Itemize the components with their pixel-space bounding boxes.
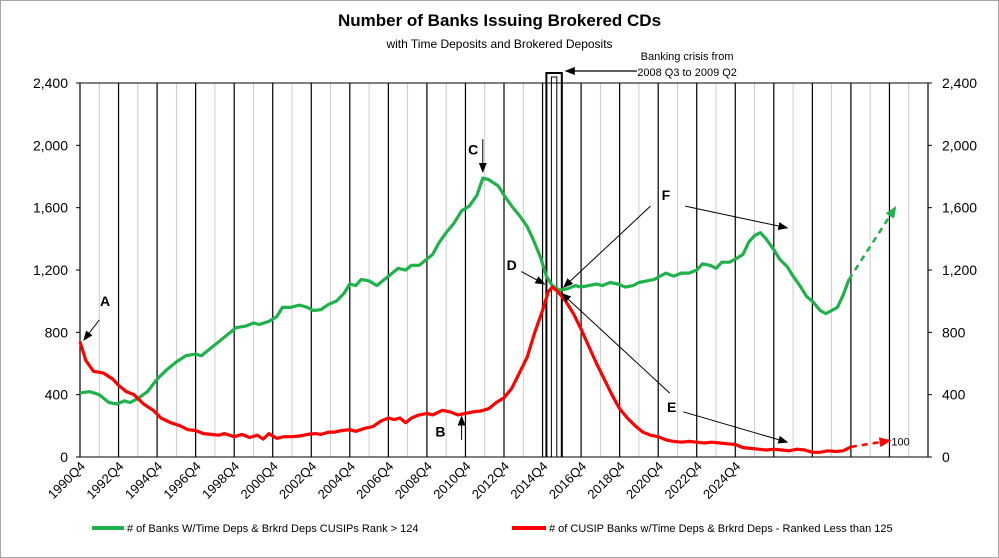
x-tick-label: 2012Q4	[469, 459, 512, 502]
crisis-note-line: Banking crisis from	[641, 51, 734, 63]
crisis-note-line: 2008 Q3 to 2009 Q2	[637, 67, 737, 79]
x-tick-label: 2014Q4	[507, 459, 550, 502]
y-tick-label-left: 800	[45, 324, 69, 340]
y-tick-label-right: 0	[942, 449, 950, 465]
series-green-line	[79, 176, 851, 406]
annotation-arrow	[83, 319, 100, 341]
annotation-label: B	[435, 424, 445, 440]
axes: 0 0 400 400 800 800 1,200 1,200 1,600 1,600 2,000 2…	[33, 75, 977, 502]
x-tick-label: 1992Q4	[83, 459, 126, 502]
x-tick-label: 2010Q4	[430, 459, 473, 502]
grid-lines	[79, 83, 929, 457]
x-tick-label: 2004Q4	[315, 459, 358, 502]
annotation-arrow	[683, 411, 789, 444]
series-green-projection	[847, 205, 897, 281]
y-tick-label-right: 800	[942, 324, 966, 340]
y-tick-label-left: 0	[60, 449, 68, 465]
chart-title: Number of Banks Issuing Brokered CDs	[337, 11, 662, 30]
projection-label: 100	[891, 436, 909, 448]
y-tick-label-left: 2,000	[33, 137, 68, 153]
y-tick-label-left: 1,600	[33, 200, 68, 216]
x-tick-label: 2022Q4	[662, 459, 705, 502]
x-tick-label: 2006Q4	[353, 459, 396, 502]
y-tick-label-right: 400	[942, 387, 966, 403]
annotation-label: E	[667, 399, 676, 415]
x-tick-label: 2024Q4	[700, 459, 743, 502]
crisis-bracket	[545, 72, 563, 457]
series-red-line	[78, 285, 852, 454]
banking-crisis-marker: Banking crisis from 2008 Q3 to 2009 Q2	[545, 51, 737, 457]
annotation-label: A	[100, 293, 110, 309]
y-tick-label-right: 1,200	[942, 262, 977, 278]
x-tick-label: 1996Q4	[160, 459, 203, 502]
x-tick-label: 2016Q4	[546, 459, 589, 502]
x-tick-label: 1998Q4	[199, 459, 242, 502]
x-tick-label: 1990Q4	[45, 459, 88, 502]
y-tick-label-left: 2,400	[33, 75, 68, 91]
x-tick-label: 2018Q4	[584, 459, 627, 502]
y-tick-label-left: 400	[45, 387, 69, 403]
annotations: A B C D E F	[83, 139, 789, 444]
annotation-label: D	[507, 257, 517, 273]
annotation-arrow	[561, 292, 671, 394]
annotation-label: C	[468, 142, 478, 158]
chart-subtitle: with Time Deposits and Brokered Deposits	[386, 37, 613, 51]
annotation-arrow	[521, 271, 546, 285]
series-lines: 100	[78, 176, 910, 454]
annotation-arrow	[685, 205, 789, 230]
legend-label-green: # of Banks W/Time Deps & Brkrd Deps CUSI…	[127, 523, 419, 535]
legend-label-red: # of CUSIP Banks w/Time Deps & Brkrd Dep…	[549, 523, 893, 535]
y-tick-label-left: 1,200	[33, 262, 68, 278]
x-tick-label: 2002Q4	[276, 459, 319, 502]
annotation-label: F	[662, 187, 671, 203]
x-tick-label: 2000Q4	[238, 459, 281, 502]
legend: # of Banks W/Time Deps & Brkrd Deps CUSI…	[92, 523, 893, 535]
y-tick-label-right: 1,600	[942, 200, 977, 216]
x-tick-label: 1994Q4	[122, 459, 165, 502]
y-tick-label-right: 2,000	[942, 137, 977, 153]
x-tick-label: 2008Q4	[392, 459, 435, 502]
x-tick-label: 2020Q4	[623, 459, 666, 502]
annotation-arrow	[563, 205, 651, 288]
crisis-bracket-inner	[550, 76, 558, 457]
y-tick-label-right: 2,400	[942, 75, 977, 91]
